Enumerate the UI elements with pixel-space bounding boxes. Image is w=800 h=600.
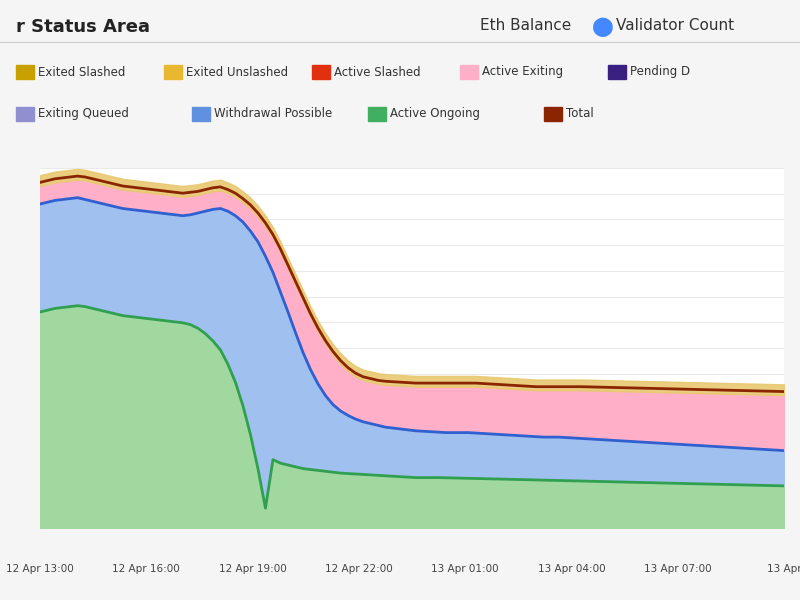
Text: 13 Apr 01:00: 13 Apr 01:00 [431,564,499,574]
Text: Pending D: Pending D [630,65,690,79]
Text: Exited Unslashed: Exited Unslashed [186,65,288,79]
Text: Exited Slashed: Exited Slashed [38,65,125,79]
Text: r Status Area: r Status Area [16,18,150,36]
Text: 13 Apr 04:00: 13 Apr 04:00 [538,564,606,574]
Text: 12 Apr 19:00: 12 Apr 19:00 [218,564,286,574]
Text: 12 Apr 22:00: 12 Apr 22:00 [325,564,393,574]
Text: Withdrawal Possible: Withdrawal Possible [214,107,332,121]
Text: ⬤: ⬤ [592,18,614,37]
Text: 12 Apr 16:00: 12 Apr 16:00 [113,564,180,574]
Text: Active Slashed: Active Slashed [334,65,420,79]
Text: Eth Balance: Eth Balance [480,18,571,33]
Text: Active Ongoing: Active Ongoing [390,107,480,121]
Text: Total: Total [566,107,594,121]
Text: 13 Apr 07:00: 13 Apr 07:00 [644,564,711,574]
Text: 12 Apr 13:00: 12 Apr 13:00 [6,564,74,574]
Text: 13 Apr: 13 Apr [766,564,800,574]
Text: Active Exiting: Active Exiting [482,65,562,79]
Text: Exiting Queued: Exiting Queued [38,107,129,121]
Text: Validator Count: Validator Count [616,18,734,33]
